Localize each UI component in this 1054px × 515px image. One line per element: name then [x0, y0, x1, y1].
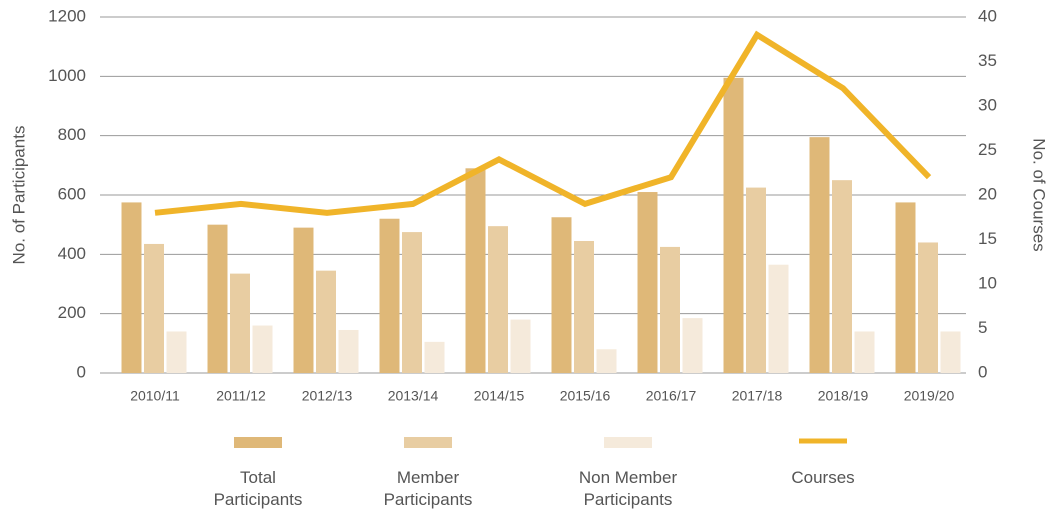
y-tick-label: 1000 [48, 66, 86, 85]
y2-tick-label: 40 [978, 6, 997, 25]
y2-tick-label: 30 [978, 95, 997, 114]
legend-label: Non Member Participants [578, 468, 678, 509]
bar [854, 331, 875, 373]
y-tick-label: 600 [58, 184, 86, 203]
bar [465, 168, 486, 373]
y-axis-title: No. of Participants [9, 126, 28, 265]
bar [121, 202, 142, 373]
y2-tick-label: 5 [978, 318, 987, 337]
y-tick-label: 0 [77, 362, 86, 381]
x-tick-label: 2013/14 [388, 388, 439, 404]
legend-swatch [234, 437, 282, 448]
x-tick-label: 2015/16 [560, 388, 611, 404]
x-tick-label: 2017/18 [732, 388, 783, 404]
bar [940, 331, 961, 373]
bar [551, 217, 572, 373]
bar [723, 77, 744, 374]
x-tick-label: 2019/20 [904, 388, 955, 404]
bar [402, 232, 422, 373]
legend-swatch [404, 437, 452, 448]
bar [424, 341, 445, 373]
y-tick-label: 1200 [48, 6, 86, 25]
bar [918, 242, 938, 373]
bar [316, 270, 336, 373]
bar [660, 246, 680, 373]
legend-swatch [604, 437, 652, 448]
x-tick-label: 2011/12 [216, 388, 266, 404]
bar [488, 226, 508, 373]
bar [207, 224, 228, 373]
bar [832, 180, 852, 373]
bar [596, 349, 617, 373]
y2-tick-label: 10 [978, 273, 997, 292]
bar [574, 240, 594, 373]
y2-tick-label: 25 [978, 140, 997, 159]
courses-line [154, 30, 932, 216]
y2-tick-label: 0 [978, 362, 987, 381]
x-tick-label: 2016/17 [646, 388, 697, 404]
bar [510, 319, 531, 373]
y2-tick-label: 35 [978, 51, 997, 70]
x-tick-label: 2018/19 [818, 388, 869, 404]
x-tick-label: 2012/13 [302, 388, 353, 404]
bar [338, 329, 359, 373]
y2-tick-label: 15 [978, 229, 997, 248]
bar [768, 264, 789, 373]
bar [379, 218, 400, 373]
y-tick-label: 400 [58, 244, 86, 263]
y2-axis-title: No. of Courses [1030, 138, 1049, 251]
bar [166, 331, 187, 373]
bar [809, 137, 830, 373]
bar [746, 187, 766, 373]
x-tick-label: 2014/15 [474, 388, 525, 404]
legend-label: Total Participants [213, 468, 303, 509]
bar [293, 227, 314, 373]
legend-label: Member Participants [383, 468, 473, 509]
y-tick-label: 200 [58, 303, 86, 322]
bar [637, 192, 658, 373]
bar [682, 318, 703, 373]
bar [895, 202, 916, 373]
legend-label: Courses [791, 468, 855, 487]
bar [144, 243, 164, 373]
y-tick-label: 800 [58, 125, 86, 144]
x-tick-label: 2010/11 [130, 388, 180, 404]
bar [230, 273, 250, 373]
bar [252, 325, 273, 373]
y2-tick-label: 20 [978, 184, 997, 203]
